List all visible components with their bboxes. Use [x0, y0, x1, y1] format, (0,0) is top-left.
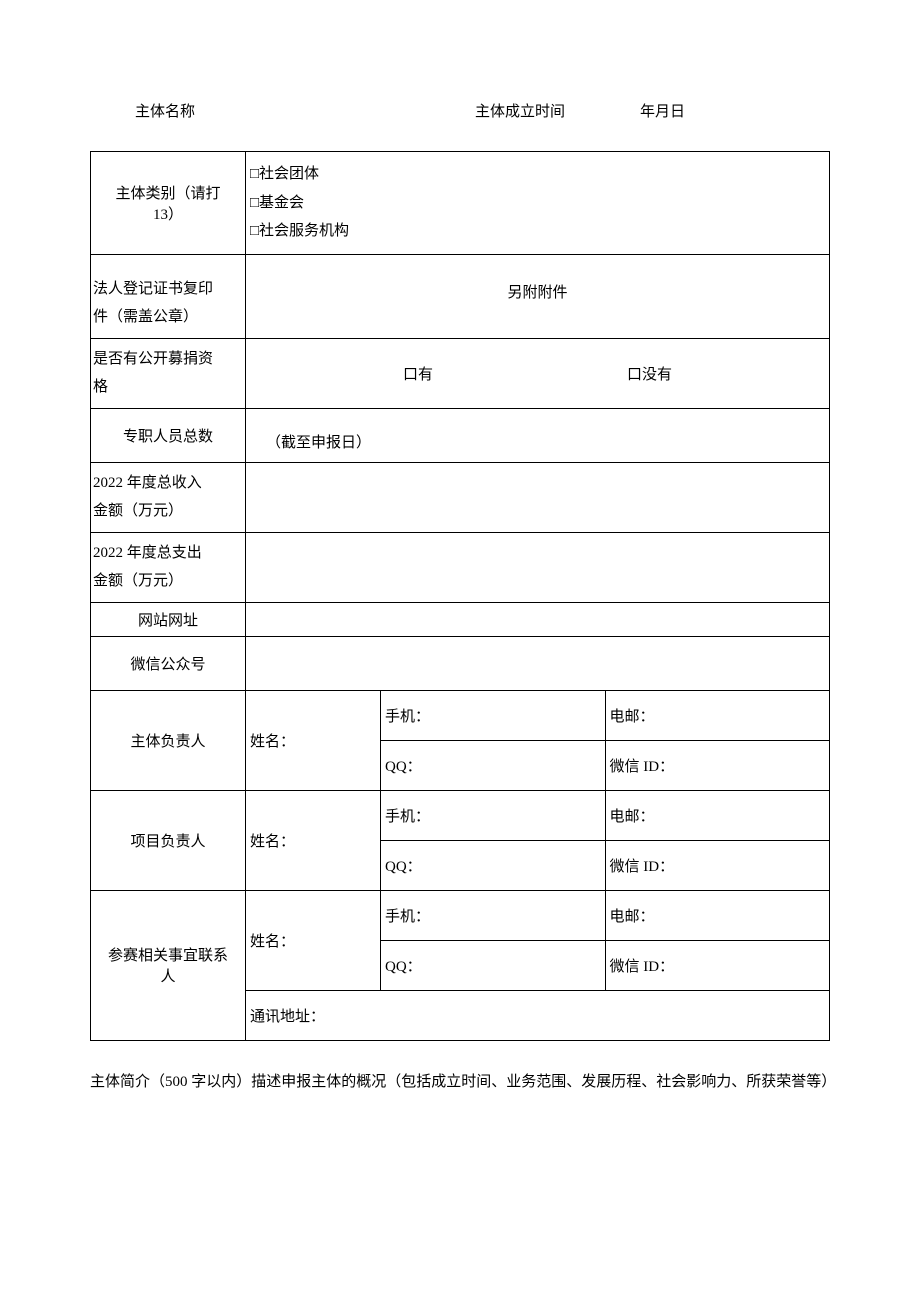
expense-label-line2: 金额（万元）: [93, 567, 243, 596]
row-income: 2022 年度总收入 金额（万元）: [91, 462, 830, 532]
project-lead-email[interactable]: 电邮：: [605, 790, 830, 840]
row-expense: 2022 年度总支出 金额（万元）: [91, 532, 830, 602]
category-opt-foundation[interactable]: □基金会: [250, 189, 825, 218]
row-fundraise: 是否有公开募捐资 格 口有 口没有: [91, 338, 830, 408]
category-opt-social-service[interactable]: □社会服务机构: [250, 217, 825, 246]
staff-label: 专职人员总数: [91, 408, 246, 462]
row-project-lead-1: 项目负责人 姓名： 手机： 电邮：: [91, 790, 830, 840]
category-label: 主体类别（请打 13）: [91, 152, 246, 255]
contest-contact-address[interactable]: 通讯地址：: [246, 990, 830, 1040]
row-legal-cert: 法人登记证书复印 件（需盖公章） 另附附件: [91, 254, 830, 338]
project-lead-wechat[interactable]: 微信 ID：: [605, 840, 830, 890]
income-value[interactable]: [246, 462, 830, 532]
row-contest-contact-1: 参赛相关事宜联系 人 姓名： 手机： 电邮：: [91, 890, 830, 940]
entity-lead-name[interactable]: 姓名：: [246, 690, 381, 790]
category-opt-social-group[interactable]: □社会团体: [250, 160, 825, 189]
wechat-pub-label: 微信公众号: [91, 636, 246, 690]
website-label: 网站网址: [91, 602, 246, 636]
project-lead-name[interactable]: 姓名：: [246, 790, 381, 890]
contest-contact-qq[interactable]: QQ：: [381, 940, 606, 990]
entity-lead-phone[interactable]: 手机：: [381, 690, 606, 740]
footer-description: 主体简介（500 字以内）描述申报主体的概况（包括成立时间、业务范围、发展历程、…: [90, 1069, 830, 1097]
project-lead-label: 项目负责人: [91, 790, 246, 890]
legal-cert-label-line1: 法人登记证书复印: [93, 275, 243, 304]
category-label-line1: 主体类别（请打: [91, 182, 245, 203]
entity-name-label: 主体名称: [135, 100, 195, 121]
expense-label-line1: 2022 年度总支出: [93, 539, 243, 568]
legal-cert-value: 另附附件: [246, 254, 830, 338]
contest-contact-phone[interactable]: 手机：: [381, 890, 606, 940]
row-category: 主体类别（请打 13） □社会团体 □基金会 □社会服务机构: [91, 152, 830, 255]
category-options: □社会团体 □基金会 □社会服务机构: [246, 152, 830, 255]
entity-lead-email[interactable]: 电邮：: [605, 690, 830, 740]
fundraise-label: 是否有公开募捐资 格: [91, 338, 246, 408]
row-entity-lead-1: 主体负责人 姓名： 手机： 电邮：: [91, 690, 830, 740]
legal-cert-label-line2: 件（需盖公章）: [93, 303, 243, 332]
contest-contact-email[interactable]: 电邮：: [605, 890, 830, 940]
staff-suffix: （截至申报日）: [266, 435, 371, 451]
contest-contact-wechat[interactable]: 微信 ID：: [605, 940, 830, 990]
staff-value[interactable]: （截至申报日）: [246, 408, 830, 462]
contest-contact-label: 参赛相关事宜联系 人: [91, 890, 246, 1040]
header-row: 主体名称 主体成立时间 年月日: [90, 100, 830, 121]
entity-lead-wechat[interactable]: 微信 ID：: [605, 740, 830, 790]
project-lead-phone[interactable]: 手机：: [381, 790, 606, 840]
form-table: 主体类别（请打 13） □社会团体 □基金会 □社会服务机构 法人登记证书复印 …: [90, 151, 830, 1041]
entity-lead-qq[interactable]: QQ：: [381, 740, 606, 790]
income-label: 2022 年度总收入 金额（万元）: [91, 462, 246, 532]
fundraise-label-line2: 格: [93, 373, 243, 402]
establish-date-label: 主体成立时间: [475, 100, 565, 121]
fundraise-label-line1: 是否有公开募捐资: [93, 345, 243, 374]
legal-cert-label: 法人登记证书复印 件（需盖公章）: [91, 254, 246, 338]
income-label-line2: 金额（万元）: [93, 497, 243, 526]
row-wechat-pub: 微信公众号: [91, 636, 830, 690]
fundraise-options: 口有 口没有: [246, 338, 830, 408]
row-website: 网站网址: [91, 602, 830, 636]
fundraise-no[interactable]: 口没有: [627, 363, 672, 384]
contest-contact-label-line1: 参赛相关事宜联系: [91, 944, 245, 965]
project-lead-qq[interactable]: QQ：: [381, 840, 606, 890]
expense-label: 2022 年度总支出 金额（万元）: [91, 532, 246, 602]
category-label-line2: 13）: [91, 203, 245, 224]
contest-contact-label-line2: 人: [91, 965, 245, 986]
income-label-line1: 2022 年度总收入: [93, 469, 243, 498]
expense-value[interactable]: [246, 532, 830, 602]
row-staff: 专职人员总数 （截至申报日）: [91, 408, 830, 462]
entity-lead-label: 主体负责人: [91, 690, 246, 790]
date-placeholder: 年月日: [640, 100, 685, 121]
website-value[interactable]: [246, 602, 830, 636]
fundraise-yes[interactable]: 口有: [403, 363, 433, 384]
contest-contact-name[interactable]: 姓名：: [246, 890, 381, 990]
wechat-pub-value[interactable]: [246, 636, 830, 690]
